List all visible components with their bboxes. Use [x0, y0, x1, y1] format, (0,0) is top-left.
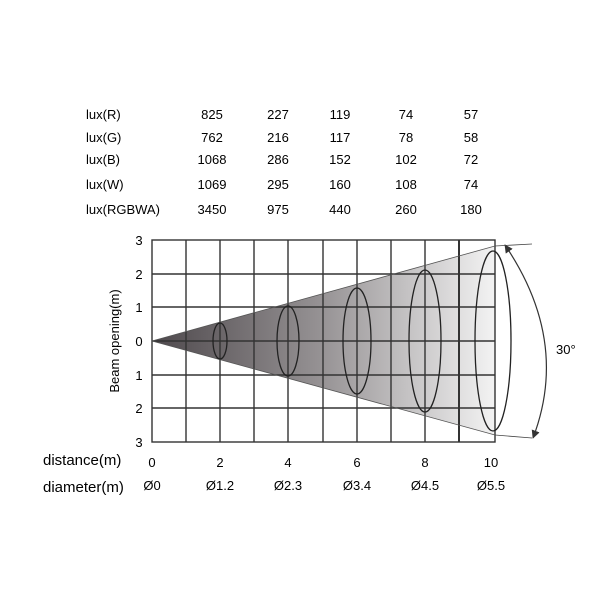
lux-value: 825 [201, 107, 223, 122]
lux-row-r: lux(R) 825 227 119 74 57 [86, 107, 478, 122]
lux-row-label: lux(B) [86, 152, 120, 167]
lux-value: 74 [464, 177, 478, 192]
lux-table: lux(R) 825 227 119 74 57 lux(G) 762 216 … [86, 107, 482, 217]
lux-row-g: lux(G) 762 216 117 78 58 [86, 130, 478, 145]
beam-section-4m [276, 305, 300, 377]
lux-value: 72 [464, 152, 478, 167]
lux-value: 152 [329, 152, 351, 167]
distance-label: distance(m) [43, 452, 121, 469]
y-tick: 1 [135, 368, 142, 383]
lux-row-b: lux(B) 1068 286 152 102 72 [86, 152, 478, 167]
diameter-row: diameter(m) Ø0 Ø1.2 Ø2.3 Ø3.4 Ø4.5 Ø5.5 [43, 478, 505, 496]
y-axis-ticks: 3 2 1 0 1 2 3 [135, 233, 142, 450]
distance-value: 0 [148, 455, 155, 470]
lux-value: 74 [399, 107, 413, 122]
lux-value: 975 [267, 202, 289, 217]
y-axis-title: Beam opening(m) [107, 289, 122, 392]
diameter-label: diameter(m) [43, 479, 124, 496]
lux-value: 108 [395, 177, 417, 192]
diameter-value: Ø5.5 [477, 478, 505, 493]
lux-value: 440 [329, 202, 351, 217]
y-tick: 0 [135, 334, 142, 349]
y-tick: 1 [135, 300, 142, 315]
lux-value: 295 [267, 177, 289, 192]
distance-value: 2 [216, 455, 223, 470]
lux-row-label: lux(G) [86, 130, 121, 145]
lux-value: 57 [464, 107, 478, 122]
lux-value: 117 [330, 130, 351, 145]
distance-value: 10 [484, 455, 498, 470]
lux-value: 180 [460, 202, 482, 217]
distance-value: 8 [421, 455, 428, 470]
lux-value: 286 [267, 152, 289, 167]
diameter-value: Ø0 [143, 478, 160, 493]
diameter-value: Ø4.5 [411, 478, 439, 493]
angle-arc [504, 244, 547, 439]
distance-value: 4 [284, 455, 291, 470]
y-tick: 2 [135, 401, 142, 416]
distance-row: distance(m) 0 2 4 6 8 10 [43, 452, 498, 470]
lux-value: 160 [329, 177, 351, 192]
lux-value: 260 [395, 202, 417, 217]
lux-row-label: lux(W) [86, 177, 124, 192]
y-tick: 2 [135, 267, 142, 282]
diameter-value: Ø3.4 [343, 478, 371, 493]
beam-edges [151, 245, 496, 436]
angle-extension-bottom [494, 434, 533, 439]
lux-value: 1068 [198, 152, 227, 167]
beam-grid [151, 239, 496, 443]
lux-value: 3450 [198, 202, 227, 217]
distance-value: 6 [353, 455, 360, 470]
diameter-value: Ø1.2 [206, 478, 234, 493]
lux-row-label: lux(RGBWA) [86, 202, 160, 217]
angle-extension-top [494, 243, 533, 247]
beam-section-6m [342, 287, 372, 395]
lux-value: 227 [267, 107, 289, 122]
lux-value: 1069 [198, 177, 227, 192]
y-tick: 3 [135, 435, 142, 450]
beam-section-2m [212, 322, 228, 360]
lux-value: 78 [399, 130, 413, 145]
lux-value: 119 [330, 107, 351, 122]
y-tick: 3 [135, 233, 142, 248]
lux-value: 216 [267, 130, 289, 145]
diameter-value: Ø2.3 [274, 478, 302, 493]
lux-row-rgbwa: lux(RGBWA) 3450 975 440 260 180 [86, 202, 482, 217]
lux-value: 762 [201, 130, 223, 145]
beam-angle-label: 30° [556, 342, 576, 357]
lux-row-label: lux(R) [86, 107, 121, 122]
lux-value: 58 [464, 130, 478, 145]
lux-row-w: lux(W) 1069 295 160 108 74 [86, 177, 478, 192]
beam-section-8m [408, 269, 442, 413]
lux-value: 102 [395, 152, 417, 167]
